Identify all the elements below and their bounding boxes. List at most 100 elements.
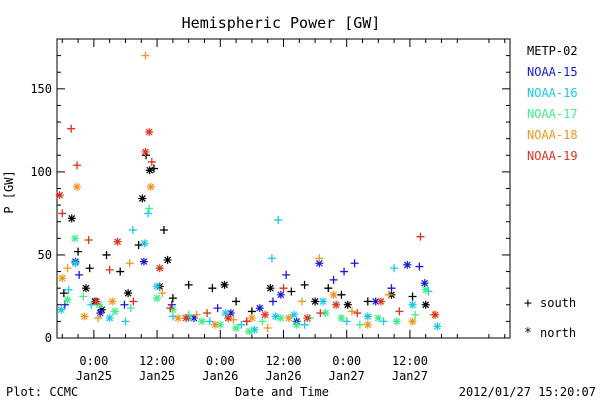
data-point-north <box>303 314 312 323</box>
y-axis: 0 50 100 150 <box>30 55 510 345</box>
data-point-south <box>282 270 291 279</box>
data-point-north <box>224 314 233 323</box>
data-point-north <box>408 317 417 326</box>
data-point-south <box>408 292 417 301</box>
data-point-north <box>337 314 346 323</box>
data-point-south <box>125 259 134 268</box>
data-point-north <box>97 305 106 314</box>
data-point-north <box>290 310 299 319</box>
data-point-south <box>159 226 168 235</box>
data-point-north <box>71 259 80 268</box>
data-point-south <box>126 304 135 313</box>
data-point-south <box>229 315 238 324</box>
data-point-north <box>276 314 285 323</box>
data-point-north <box>216 320 225 329</box>
data-point-south <box>64 285 73 294</box>
data-point-north <box>371 297 380 306</box>
data-point-north <box>392 317 401 326</box>
data-point-north <box>271 312 280 321</box>
data-point-north <box>363 320 372 329</box>
data-point-north <box>153 294 162 303</box>
data-point-north <box>163 255 172 264</box>
data-point-north <box>276 290 285 299</box>
data-point-south <box>415 262 424 271</box>
data-point-north <box>266 284 275 293</box>
data-point-north <box>73 182 82 191</box>
data-point-south <box>355 320 364 329</box>
data-point-north <box>110 307 119 316</box>
data-point-south <box>84 235 93 244</box>
data-point-south <box>324 284 333 293</box>
x-tick-label-date: Jan27 <box>329 369 365 383</box>
x-tick-label-date: Jan25 <box>139 369 175 383</box>
data-point-south <box>411 310 420 319</box>
data-point-south <box>387 284 396 293</box>
x-tick-label-date: Jan25 <box>76 369 112 383</box>
data-point-south <box>167 300 176 309</box>
data-point-south <box>74 247 83 256</box>
data-point-south <box>120 300 129 309</box>
legend-entry: NOAA-18 <box>527 128 578 142</box>
data-point-south <box>268 297 277 306</box>
data-point-north <box>92 297 101 306</box>
legend-entry: NOAA-16 <box>527 86 578 100</box>
data-point-north <box>146 182 155 191</box>
data-point-north <box>182 314 191 323</box>
data-point-north <box>211 320 220 329</box>
data-point-north <box>226 309 235 318</box>
y-tick-label: 100 <box>30 165 52 179</box>
data-point-north <box>108 297 117 306</box>
data-point-north <box>255 304 264 313</box>
data-point-north <box>284 314 293 323</box>
data-point-south <box>337 290 346 299</box>
data-point-south <box>208 284 217 293</box>
data-point-north <box>141 147 150 156</box>
data-point-north <box>138 194 147 203</box>
legend-entry: NOAA-15 <box>527 65 578 79</box>
y-tick-label: 0 <box>45 331 52 345</box>
data-point-south <box>232 297 241 306</box>
x-tick-label-date: Jan27 <box>392 369 428 383</box>
data-point-south <box>94 314 103 323</box>
data-point-south <box>128 226 137 235</box>
x-tick-label-time: 0:00 <box>206 354 235 368</box>
data-point-north <box>433 322 442 331</box>
data-point-south <box>363 297 372 306</box>
data-point-north <box>376 297 385 306</box>
data-point-north <box>81 284 90 293</box>
data-point-north <box>332 300 341 309</box>
marker-legend-symbol: + <box>524 296 532 311</box>
data-point-south <box>203 309 212 318</box>
data-point-south <box>141 51 150 60</box>
data-point-south <box>79 292 88 301</box>
data-point-south <box>316 309 325 318</box>
x-tick-label-date: Jan26 <box>202 369 238 383</box>
data-point-north <box>319 297 328 306</box>
data-point-south <box>340 267 349 276</box>
data-point-north <box>408 300 417 309</box>
data-point-north <box>70 234 79 243</box>
data-point-south <box>213 304 222 313</box>
data-point-south <box>134 240 143 249</box>
marker-legend-symbol: * <box>524 326 532 341</box>
data-point-north <box>245 327 254 336</box>
marker-legend-label: south <box>540 296 576 310</box>
data-point-south <box>350 259 359 268</box>
data-point-north <box>155 264 164 273</box>
data-point-south <box>279 284 288 293</box>
y-tick-label: 50 <box>38 248 52 262</box>
data-point-north <box>420 279 429 288</box>
data-point-south <box>147 157 156 166</box>
data-points <box>55 51 442 336</box>
data-point-south <box>297 297 306 306</box>
data-point-north <box>168 305 177 314</box>
data-point-south <box>59 289 68 298</box>
data-point-south <box>102 250 111 259</box>
data-point-north <box>67 214 76 223</box>
data-point-south <box>274 216 283 225</box>
x-tick-label-time: 12:00 <box>139 354 175 368</box>
data-point-north <box>189 314 198 323</box>
data-point-south <box>242 317 251 326</box>
data-point-north <box>374 314 383 323</box>
data-point-north <box>329 290 338 299</box>
